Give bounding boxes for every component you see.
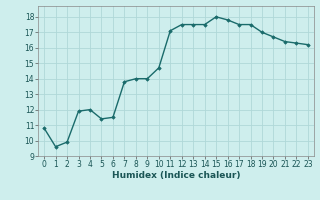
X-axis label: Humidex (Indice chaleur): Humidex (Indice chaleur) — [112, 171, 240, 180]
